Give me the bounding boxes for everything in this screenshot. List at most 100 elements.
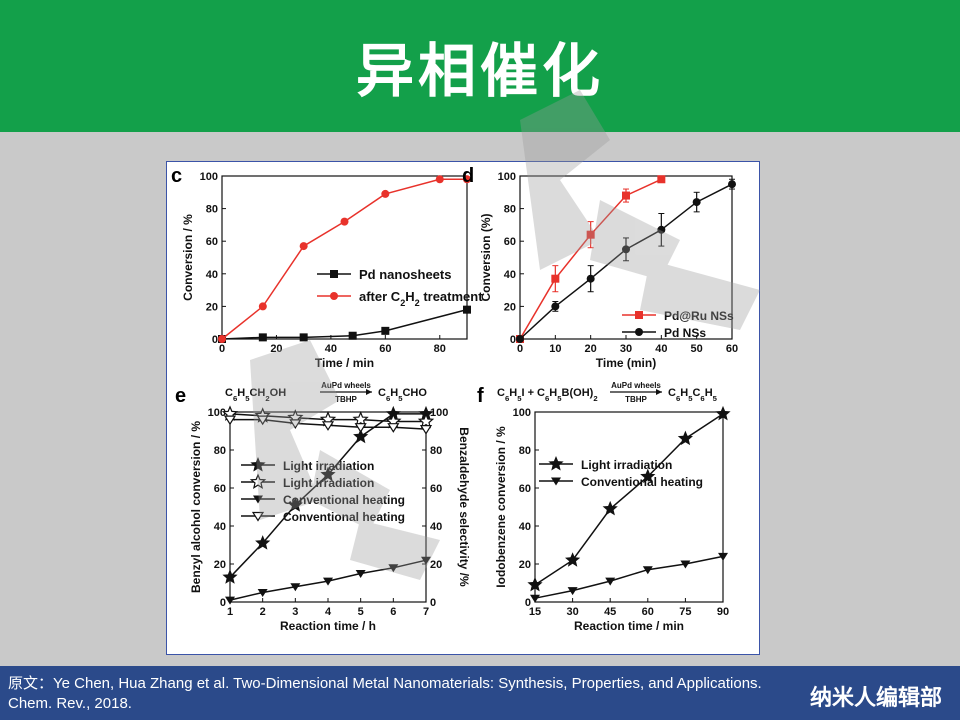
y-tick-label: 100 xyxy=(208,407,226,419)
data-point xyxy=(421,556,431,565)
y-tick-label: 0 xyxy=(220,597,226,609)
slide-title: 异相催化 xyxy=(355,37,604,105)
y-tick-label: 100 xyxy=(498,171,516,183)
data-point xyxy=(622,191,630,200)
data-point xyxy=(417,412,435,429)
data-point xyxy=(222,569,238,584)
y2-tick-label: 60 xyxy=(430,483,442,495)
data-point xyxy=(463,175,471,184)
x-tick-label: 2 xyxy=(260,606,266,618)
data-point xyxy=(692,198,701,207)
figure-panel: c 0 20 40 60 80 0 20 40 60 80 100 Time / min Conversi… xyxy=(166,161,760,655)
data-point xyxy=(352,411,369,427)
y-tick-label: 60 xyxy=(504,236,516,248)
legend-label: Conventional heating xyxy=(581,475,703,489)
y-tick-label: 20 xyxy=(214,559,226,571)
data-point xyxy=(289,419,302,430)
legend-label: Pd@Ru NSs xyxy=(664,309,734,323)
data-point xyxy=(463,305,471,314)
legend-marker xyxy=(330,292,338,300)
series-line-0 xyxy=(534,413,724,586)
brand-label: 纳米人编辑部 xyxy=(809,686,942,711)
x-tick-label: 1 xyxy=(227,606,233,618)
x-tick-label: 40 xyxy=(325,343,337,355)
data-point xyxy=(287,497,303,512)
series-line-1 xyxy=(221,178,467,340)
data-point xyxy=(258,302,267,311)
data-point xyxy=(419,425,433,435)
data-point xyxy=(657,225,666,234)
reaction-oxidant: TBHP xyxy=(625,395,647,404)
x-tick-label: 20 xyxy=(585,343,597,355)
x-tick-label: 45 xyxy=(604,606,616,618)
x-tick-label: 30 xyxy=(620,343,632,355)
y-tick-label: 80 xyxy=(206,204,218,216)
data-point xyxy=(256,415,269,426)
legend-marker xyxy=(330,270,338,278)
plot-frame xyxy=(221,175,468,340)
data-point xyxy=(299,333,308,342)
reaction-reactant: C6H5CH2OH xyxy=(225,387,286,403)
legend-label: Light irradiation xyxy=(581,458,672,472)
plot-frame xyxy=(229,411,427,603)
x-tick-label: 30 xyxy=(566,606,578,618)
data-point xyxy=(355,570,366,578)
citation-text: 原文：Ye Chen, Hua Zhang et al. Two-Dimensi… xyxy=(8,675,762,712)
y-axis-label: Conversion / % xyxy=(181,214,195,301)
reaction-catalyst: AuPd wheels xyxy=(611,381,661,390)
y-tick-label: 60 xyxy=(206,236,218,248)
x-tick-label: 90 xyxy=(717,606,729,618)
legend-marker xyxy=(635,328,643,336)
y-tick-label: 40 xyxy=(206,269,218,281)
data-point xyxy=(320,466,336,482)
legend-marker xyxy=(635,311,643,319)
data-point xyxy=(718,552,728,561)
reaction-arrowhead xyxy=(366,389,372,395)
data-point xyxy=(381,189,390,198)
y-tick-label: 0 xyxy=(510,334,516,346)
data-point xyxy=(299,242,308,251)
y2-tick-label: 40 xyxy=(430,521,442,533)
data-point xyxy=(258,333,267,342)
legend-label: Conventional heating xyxy=(283,510,405,524)
y2-tick-label: 20 xyxy=(430,559,442,571)
data-point xyxy=(516,335,524,343)
legend-marker xyxy=(548,456,564,471)
x-tick-label: 7 xyxy=(423,606,429,618)
data-point xyxy=(257,589,268,597)
panel-letter-d: d xyxy=(462,165,474,187)
y-tick-label: 100 xyxy=(513,407,531,419)
x-tick-label: 5 xyxy=(358,606,364,618)
data-point xyxy=(530,594,540,603)
y2-tick-label: 100 xyxy=(430,407,448,419)
y-axis-label: Benzyl alcohol conversion / % xyxy=(189,421,203,593)
y-tick-label: 40 xyxy=(504,269,516,281)
y2-axis-label: Benzaldehyde selectivity /% xyxy=(457,427,471,587)
data-point xyxy=(225,596,235,605)
x-axis-label: Time / min xyxy=(315,356,374,370)
x-tick-label: 20 xyxy=(270,343,282,355)
series-line-1 xyxy=(534,555,724,599)
data-point xyxy=(223,415,237,426)
data-point xyxy=(381,326,390,335)
data-point xyxy=(586,230,595,239)
reaction-product: C6H5C6H5 xyxy=(668,387,718,403)
y-tick-label: 80 xyxy=(214,445,226,457)
x-tick-label: 60 xyxy=(642,606,654,618)
x-tick-label: 60 xyxy=(726,343,738,355)
x-tick-label: 0 xyxy=(517,343,523,355)
x-tick-label: 75 xyxy=(679,606,691,618)
legend-marker xyxy=(250,457,266,472)
x-axis-label: Reaction time / h xyxy=(280,619,376,633)
data-point xyxy=(354,423,367,433)
data-point xyxy=(340,217,349,226)
data-point xyxy=(677,430,693,446)
legend-label: Light irradiation xyxy=(283,459,374,473)
data-point xyxy=(387,423,400,433)
y-tick-label: 40 xyxy=(519,521,531,533)
data-point xyxy=(715,405,731,421)
series-line-0 xyxy=(221,308,468,340)
legend-marker xyxy=(551,477,561,486)
data-point xyxy=(680,560,691,569)
